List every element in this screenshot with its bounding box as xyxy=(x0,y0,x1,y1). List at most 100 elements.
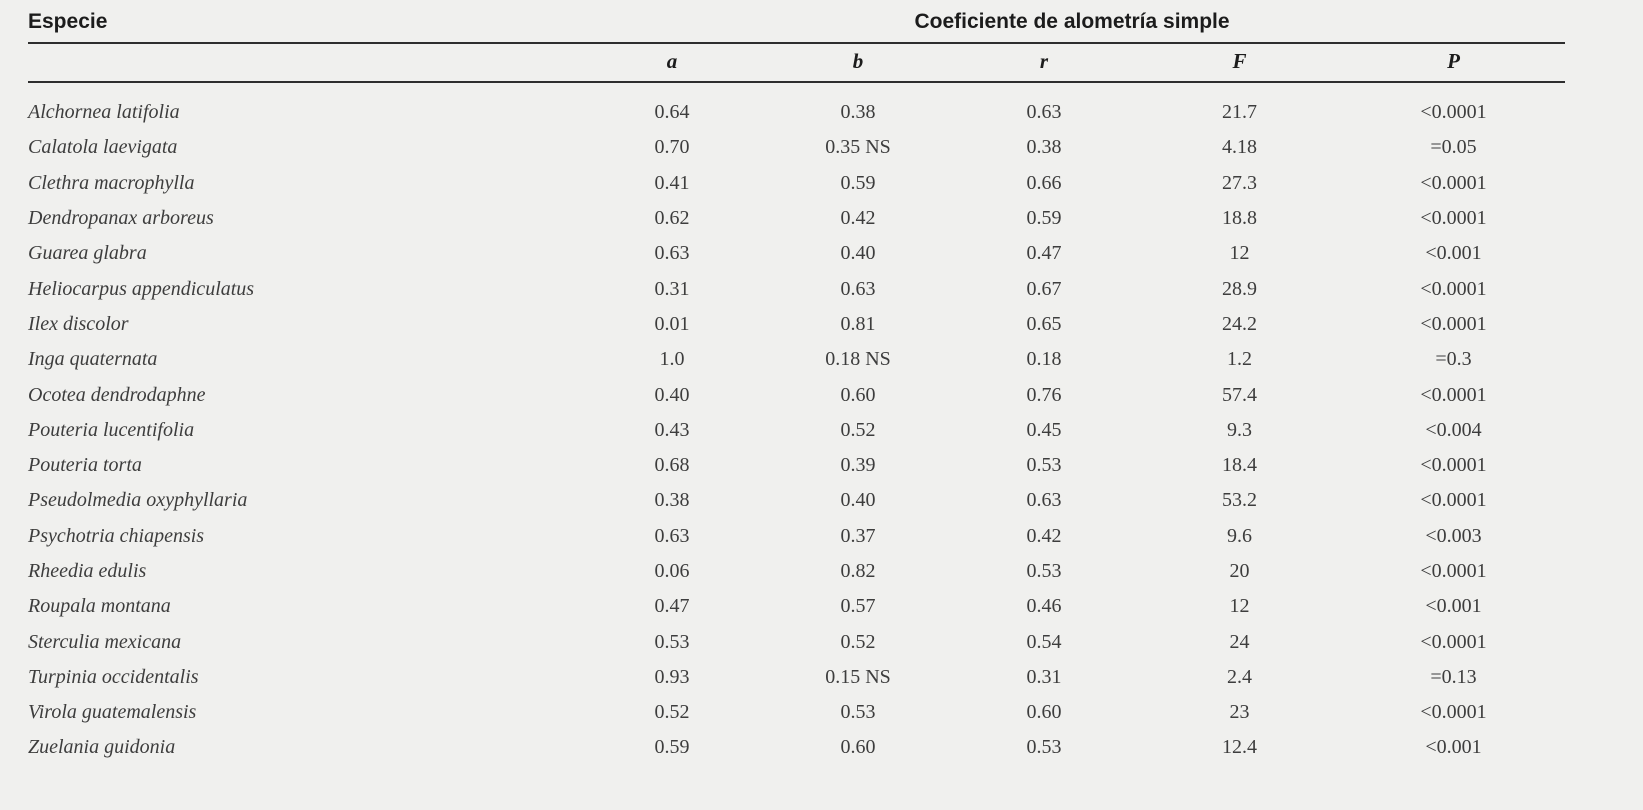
species-name: Ilex discolor xyxy=(28,312,129,335)
species-name: Zuelania guidonia xyxy=(28,736,176,759)
value-a: 1.0 xyxy=(659,348,685,371)
species-name: Inga quaternata xyxy=(28,348,158,371)
table-row: Dendropanax arboreus 0.62 0.42 0.59 18.8 <0.0… xyxy=(28,201,1565,236)
value-P: <0.001 xyxy=(1425,736,1482,759)
value-F: 18.8 xyxy=(1222,207,1257,230)
table-row: Ilex discolor 0.01 0.81 0.65 24.2 <0.0001 xyxy=(28,307,1565,342)
value-r: 0.65 xyxy=(1026,312,1062,335)
table-row: Zuelania guidonia 0.59 0.60 0.53 12.4 <0.001 xyxy=(28,730,1565,765)
species-name: Clethra macrophylla xyxy=(28,171,195,194)
value-F: 21.7 xyxy=(1222,101,1257,124)
value-F: 24 xyxy=(1229,630,1250,653)
table-row: Sterculia mexicana 0.53 0.52 0.54 24 <0.0001 xyxy=(28,624,1565,659)
value-P: <0.003 xyxy=(1425,524,1482,547)
value-F: 23 xyxy=(1229,701,1250,724)
value-r: 0.59 xyxy=(1026,207,1062,230)
value-r: 0.42 xyxy=(1026,524,1062,547)
value-P: =0.13 xyxy=(1430,665,1477,688)
value-P: <0.0001 xyxy=(1420,277,1487,300)
especie-column-header: Especie xyxy=(28,6,579,44)
group-column-header: Coeficiente de alometría simple xyxy=(579,6,1566,44)
table-row: Pouteria torta 0.68 0.39 0.53 18.4 <0.0001 xyxy=(28,448,1565,483)
value-b: 0.57 xyxy=(840,595,876,618)
value-F: 12 xyxy=(1229,242,1250,265)
value-a: 0.62 xyxy=(654,207,690,230)
value-F: 1.2 xyxy=(1227,348,1252,371)
table-row: Clethra macrophylla 0.41 0.59 0.66 27.3 <0.00… xyxy=(28,166,1565,201)
subheader-a: a xyxy=(579,43,765,83)
value-b: 0.53 xyxy=(840,701,876,724)
header-row-group: Especie Coeficiente de alometría simple xyxy=(28,6,1566,44)
empty-subheader-cell xyxy=(28,43,579,83)
value-b: 0.82 xyxy=(840,560,876,582)
value-a: 0.52 xyxy=(654,701,690,724)
value-b: 0.38 xyxy=(840,101,876,124)
value-P: <0.001 xyxy=(1425,595,1482,618)
value-a: 0.63 xyxy=(654,242,690,265)
value-r: 0.47 xyxy=(1026,242,1062,265)
species-name: Pouteria lucentifolia xyxy=(28,418,195,441)
subheader-F: F xyxy=(1137,43,1342,83)
value-b: 0.81 xyxy=(840,312,876,335)
value-P: <0.0001 xyxy=(1420,560,1487,582)
species-name: Psychotria chiapensis xyxy=(28,524,205,547)
value-r: 0.45 xyxy=(1026,418,1062,441)
species-name: Virola guatemalensis xyxy=(28,701,197,724)
table-row: Heliocarpus appendiculatus 0.31 0.63 0.67 28… xyxy=(28,271,1565,306)
value-r: 0.67 xyxy=(1026,277,1062,300)
value-r: 0.38 xyxy=(1026,136,1062,159)
value-F: 9.3 xyxy=(1227,418,1252,441)
value-r: 0.18 xyxy=(1026,348,1062,371)
value-r: 0.31 xyxy=(1026,665,1062,688)
value-a: 0.68 xyxy=(654,454,690,477)
table-header: Especie Coeficiente de alometría simple … xyxy=(28,6,1566,83)
value-F: 20 xyxy=(1229,560,1250,582)
value-b: 0.42 xyxy=(840,207,876,230)
species-name: Calatola laevigata xyxy=(28,136,178,159)
value-b: 0.60 xyxy=(840,383,876,406)
table-row: Pouteria lucentifolia 0.43 0.52 0.45 9.3 <0.0… xyxy=(28,413,1565,448)
value-F: 9.6 xyxy=(1227,524,1252,547)
value-P: <0.0001 xyxy=(1420,701,1487,724)
value-F: 27.3 xyxy=(1222,171,1257,194)
species-name: Guarea glabra xyxy=(28,242,147,265)
species-name: Sterculia mexicana xyxy=(28,630,182,653)
value-F: 18.4 xyxy=(1222,454,1257,477)
table-row: Psychotria chiapensis 0.63 0.37 0.42 9.6 <0.0… xyxy=(28,519,1565,554)
species-name: Dendropanax arboreus xyxy=(28,207,214,230)
value-a: 0.47 xyxy=(654,595,690,618)
value-b: 0.40 xyxy=(840,242,876,265)
value-r: 0.46 xyxy=(1026,595,1062,618)
value-F: 12.4 xyxy=(1222,736,1257,759)
value-a: 0.01 xyxy=(654,312,690,335)
value-a: 0.63 xyxy=(654,524,690,547)
value-F: 12 xyxy=(1229,595,1250,618)
value-b: 0.37 xyxy=(840,524,876,547)
table-row: Roupala montana 0.47 0.57 0.46 12 <0.001 xyxy=(28,589,1565,624)
subheader-r: r xyxy=(951,43,1137,83)
value-a: 0.59 xyxy=(654,736,690,759)
value-F: 24.2 xyxy=(1222,312,1257,335)
value-a: 0.38 xyxy=(654,489,690,512)
value-a: 0.64 xyxy=(654,101,690,124)
value-b: 0.52 xyxy=(840,630,876,653)
value-F: 4.18 xyxy=(1222,136,1257,159)
value-a: 0.43 xyxy=(654,418,690,441)
value-r: 0.66 xyxy=(1026,171,1062,194)
value-P: <0.004 xyxy=(1425,418,1482,441)
species-name: Heliocarpus appendiculatus xyxy=(28,277,255,300)
species-name: Rheedia edulis xyxy=(28,560,147,582)
table-row: Guarea glabra 0.63 0.40 0.47 12 <0.001 xyxy=(28,236,1565,271)
value-a: 0.41 xyxy=(654,171,690,194)
species-name: Pouteria torta xyxy=(28,454,142,477)
value-r: 0.53 xyxy=(1026,454,1062,477)
value-r: 0.54 xyxy=(1026,630,1062,653)
value-b: 0.52 xyxy=(840,418,876,441)
species-name: Ocotea dendrodaphne xyxy=(28,383,206,406)
table-row: Pseudolmedia oxyphyllaria 0.38 0.40 0.63 53.… xyxy=(28,483,1565,518)
table-row: Virola guatemalensis 0.52 0.53 0.60 23 <0.000… xyxy=(28,695,1565,730)
value-r: 0.63 xyxy=(1026,489,1062,512)
value-P: <0.0001 xyxy=(1420,630,1487,653)
value-P: <0.0001 xyxy=(1420,171,1487,194)
value-P: <0.0001 xyxy=(1420,101,1487,124)
